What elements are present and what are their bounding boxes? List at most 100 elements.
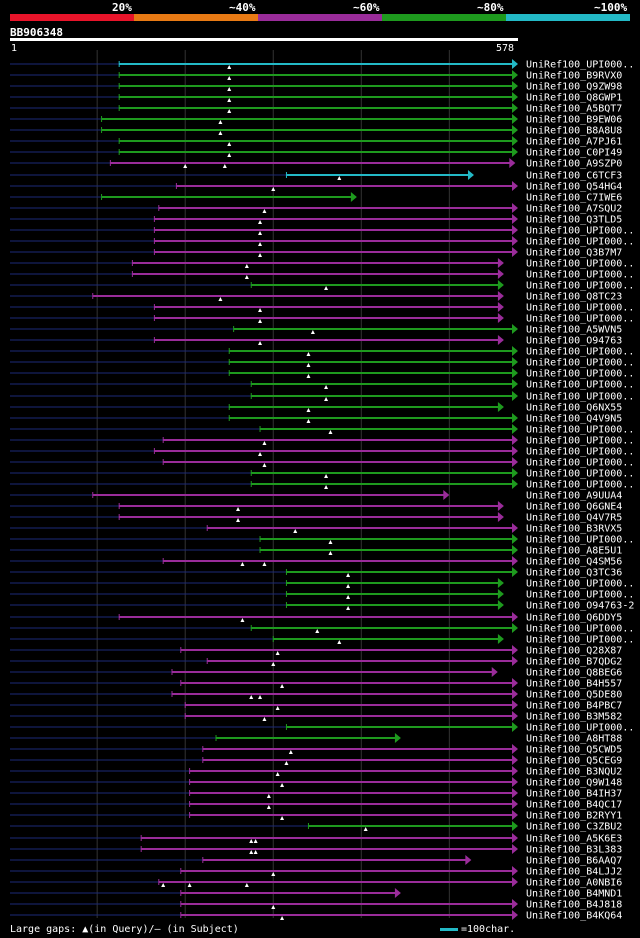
hit-row[interactable]: UniRef100_Q28X87 bbox=[10, 645, 622, 657]
hit-label[interactable]: UniRef100_UPI000.. bbox=[526, 458, 634, 469]
hit-row[interactable]: UniRef100_UPI000.. bbox=[10, 623, 634, 635]
hit-label[interactable]: UniRef100_B3RVX5 bbox=[526, 524, 622, 535]
hit-row[interactable]: UniRef100_UPI000.. bbox=[10, 59, 634, 71]
hit-label[interactable]: UniRef100_B3L383 bbox=[526, 845, 622, 856]
hit-label[interactable]: UniRef100_C3ZBU2 bbox=[526, 822, 622, 833]
hit-row[interactable]: UniRef100_UPI000.. bbox=[10, 258, 634, 270]
hit-row[interactable]: UniRef100_B4J818 bbox=[10, 899, 622, 911]
hit-row[interactable]: UniRef100_Q4V7R5 bbox=[10, 512, 622, 524]
hit-label[interactable]: UniRef100_B9EW06 bbox=[526, 115, 622, 126]
hit-row[interactable]: UniRef100_B7QDG2 bbox=[10, 656, 622, 668]
hit-label[interactable]: UniRef100_B4IH37 bbox=[526, 789, 622, 800]
hit-label[interactable]: UniRef100_Q9ZW98 bbox=[526, 82, 622, 93]
hit-row[interactable]: UniRef100_B3RVX5 bbox=[10, 523, 622, 535]
hit-label[interactable]: UniRef100_Q9W148 bbox=[526, 778, 622, 789]
hit-label[interactable]: UniRef100_UPI000.. bbox=[526, 270, 634, 281]
hit-row[interactable]: UniRef100_A9SZP0 bbox=[10, 158, 622, 170]
hit-row[interactable]: UniRef100_B6AAQ7 bbox=[10, 855, 622, 867]
hit-row[interactable]: UniRef100_A5K6E3 bbox=[10, 833, 622, 845]
hit-row[interactable]: UniRef100_A5WVN5 bbox=[10, 324, 622, 336]
hit-row[interactable]: UniRef100_B3M582 bbox=[10, 711, 622, 723]
hit-row[interactable]: UniRef100_UPI000.. bbox=[10, 313, 634, 325]
hit-row[interactable]: UniRef100_UPI000.. bbox=[10, 589, 634, 601]
hit-row[interactable]: UniRef100_Q6GNE4 bbox=[10, 501, 622, 513]
hit-row[interactable]: UniRef100_Q3TLD5 bbox=[10, 214, 622, 226]
hit-row[interactable]: UniRef100_O94763-2 bbox=[10, 600, 634, 612]
hit-row[interactable]: UniRef100_Q5DE80 bbox=[10, 689, 622, 701]
hit-label[interactable]: UniRef100_UPI000.. bbox=[526, 259, 634, 270]
hit-label[interactable]: UniRef100_C0PI49 bbox=[526, 148, 622, 159]
hit-row[interactable]: UniRef100_C6TCF3 bbox=[10, 170, 622, 182]
hit-label[interactable]: UniRef100_Q4V7R5 bbox=[526, 513, 622, 524]
hit-row[interactable]: UniRef100_C0PI49 bbox=[10, 147, 622, 159]
hit-label[interactable]: UniRef100_Q4SM56 bbox=[526, 557, 622, 568]
hit-row[interactable]: UniRef100_UPI000.. bbox=[10, 346, 634, 358]
hit-label[interactable]: UniRef100_Q3B7M7 bbox=[526, 248, 622, 259]
hit-label[interactable]: UniRef100_A0NBI6 bbox=[526, 878, 622, 889]
hit-row[interactable]: UniRef100_C7IWE6 bbox=[10, 192, 622, 204]
hit-row[interactable]: UniRef100_B3L383 bbox=[10, 844, 622, 856]
hit-row[interactable]: UniRef100_UPI000.. bbox=[10, 236, 634, 248]
hit-row[interactable]: UniRef100_B4IH37 bbox=[10, 788, 622, 800]
hit-label[interactable]: UniRef100_B3M582 bbox=[526, 712, 622, 723]
hit-row[interactable]: UniRef100_Q9W148 bbox=[10, 777, 622, 789]
hit-row[interactable]: UniRef100_UPI000.. bbox=[10, 225, 634, 237]
hit-row[interactable]: UniRef100_B4QC17 bbox=[10, 799, 622, 811]
hit-label[interactable]: UniRef100_B4PBC7 bbox=[526, 701, 622, 712]
hit-row[interactable]: UniRef100_Q3TC36 bbox=[10, 567, 622, 579]
hit-row[interactable]: UniRef100_Q6NX55 bbox=[10, 402, 622, 414]
hit-label[interactable]: UniRef100_A5WVN5 bbox=[526, 325, 622, 336]
hit-label[interactable]: UniRef100_B4KQ64 bbox=[526, 911, 622, 922]
hit-label[interactable]: UniRef100_Q5CEG9 bbox=[526, 756, 622, 767]
hit-row[interactable]: UniRef100_B4H557 bbox=[10, 678, 622, 690]
hit-row[interactable]: UniRef100_UPI000.. bbox=[10, 435, 634, 447]
hit-label[interactable]: UniRef100_Q5CWD5 bbox=[526, 745, 622, 756]
hit-label[interactable]: UniRef100_A5K6E3 bbox=[526, 834, 622, 845]
hit-label[interactable]: UniRef100_B8A8U8 bbox=[526, 126, 622, 137]
hit-row[interactable]: UniRef100_B4KQ64 bbox=[10, 910, 622, 922]
hit-label[interactable]: UniRef100_UPI000.. bbox=[526, 303, 634, 314]
hit-label[interactable]: UniRef100_B6AAQ7 bbox=[526, 856, 622, 867]
hit-row[interactable]: UniRef100_A5BQT7 bbox=[10, 103, 622, 115]
hit-row[interactable]: UniRef100_UPI000.. bbox=[10, 634, 634, 646]
hit-row[interactable]: UniRef100_B3NQU2 bbox=[10, 766, 622, 778]
hit-label[interactable]: UniRef100_Q4V9N5 bbox=[526, 414, 622, 425]
hit-row[interactable]: UniRef100_UPI000.. bbox=[10, 280, 634, 292]
hit-label[interactable]: UniRef100_Q6NX55 bbox=[526, 403, 622, 414]
hit-row[interactable]: UniRef100_A7SQU2 bbox=[10, 203, 622, 215]
hit-label[interactable]: UniRef100_A8E5U1 bbox=[526, 546, 622, 557]
hit-label[interactable]: UniRef100_UPI000.. bbox=[526, 392, 634, 403]
hit-label[interactable]: UniRef100_A8HT88 bbox=[526, 734, 622, 745]
hit-label[interactable]: UniRef100_A7PJ61 bbox=[526, 137, 622, 148]
hit-label[interactable]: UniRef100_UPI000.. bbox=[526, 436, 634, 447]
hit-label[interactable]: UniRef100_B4MND1 bbox=[526, 889, 622, 900]
hit-label[interactable]: UniRef100_B4J818 bbox=[526, 900, 622, 911]
hit-label[interactable]: UniRef100_UPI000.. bbox=[526, 60, 634, 71]
hit-row[interactable]: UniRef100_UPI000.. bbox=[10, 457, 634, 469]
hit-label[interactable]: UniRef100_B4H557 bbox=[526, 679, 622, 690]
hit-label[interactable]: UniRef100_Q5DE80 bbox=[526, 690, 622, 701]
hit-label[interactable]: UniRef100_UPI000.. bbox=[526, 723, 634, 734]
hit-label[interactable]: UniRef100_UPI000.. bbox=[526, 281, 634, 292]
hit-label[interactable]: UniRef100_UPI000.. bbox=[526, 579, 634, 590]
hit-row[interactable]: UniRef100_A8E5U1 bbox=[10, 545, 622, 557]
hit-row[interactable]: UniRef100_UPI000.. bbox=[10, 479, 634, 491]
hit-row[interactable]: UniRef100_UPI000.. bbox=[10, 379, 634, 391]
hit-row[interactable]: UniRef100_Q9ZW98 bbox=[10, 81, 622, 93]
hit-label[interactable]: UniRef100_UPI000.. bbox=[526, 469, 634, 480]
hit-row[interactable]: UniRef100_Q8BEG6 bbox=[10, 667, 622, 679]
hit-row[interactable]: UniRef100_B9EW06 bbox=[10, 114, 622, 126]
hit-row[interactable]: UniRef100_B4MND1 bbox=[10, 888, 622, 900]
hit-label[interactable]: UniRef100_B2RYY1 bbox=[526, 811, 622, 822]
hit-row[interactable]: UniRef100_UPI000.. bbox=[10, 578, 634, 590]
hit-label[interactable]: UniRef100_UPI000.. bbox=[526, 226, 634, 237]
hit-label[interactable]: UniRef100_Q8BEG6 bbox=[526, 668, 622, 679]
hit-row[interactable]: UniRef100_UPI000.. bbox=[10, 722, 634, 734]
hit-label[interactable]: UniRef100_UPI000.. bbox=[526, 380, 634, 391]
hit-label[interactable]: UniRef100_Q3TC36 bbox=[526, 568, 622, 579]
hit-label[interactable]: UniRef100_C6TCF3 bbox=[526, 171, 622, 182]
hit-label[interactable]: UniRef100_O94763 bbox=[526, 336, 622, 347]
hit-row[interactable]: UniRef100_UPI000.. bbox=[10, 357, 634, 369]
hit-label[interactable]: UniRef100_UPI000.. bbox=[526, 590, 634, 601]
hit-label[interactable]: UniRef100_B9RVX0 bbox=[526, 71, 622, 82]
